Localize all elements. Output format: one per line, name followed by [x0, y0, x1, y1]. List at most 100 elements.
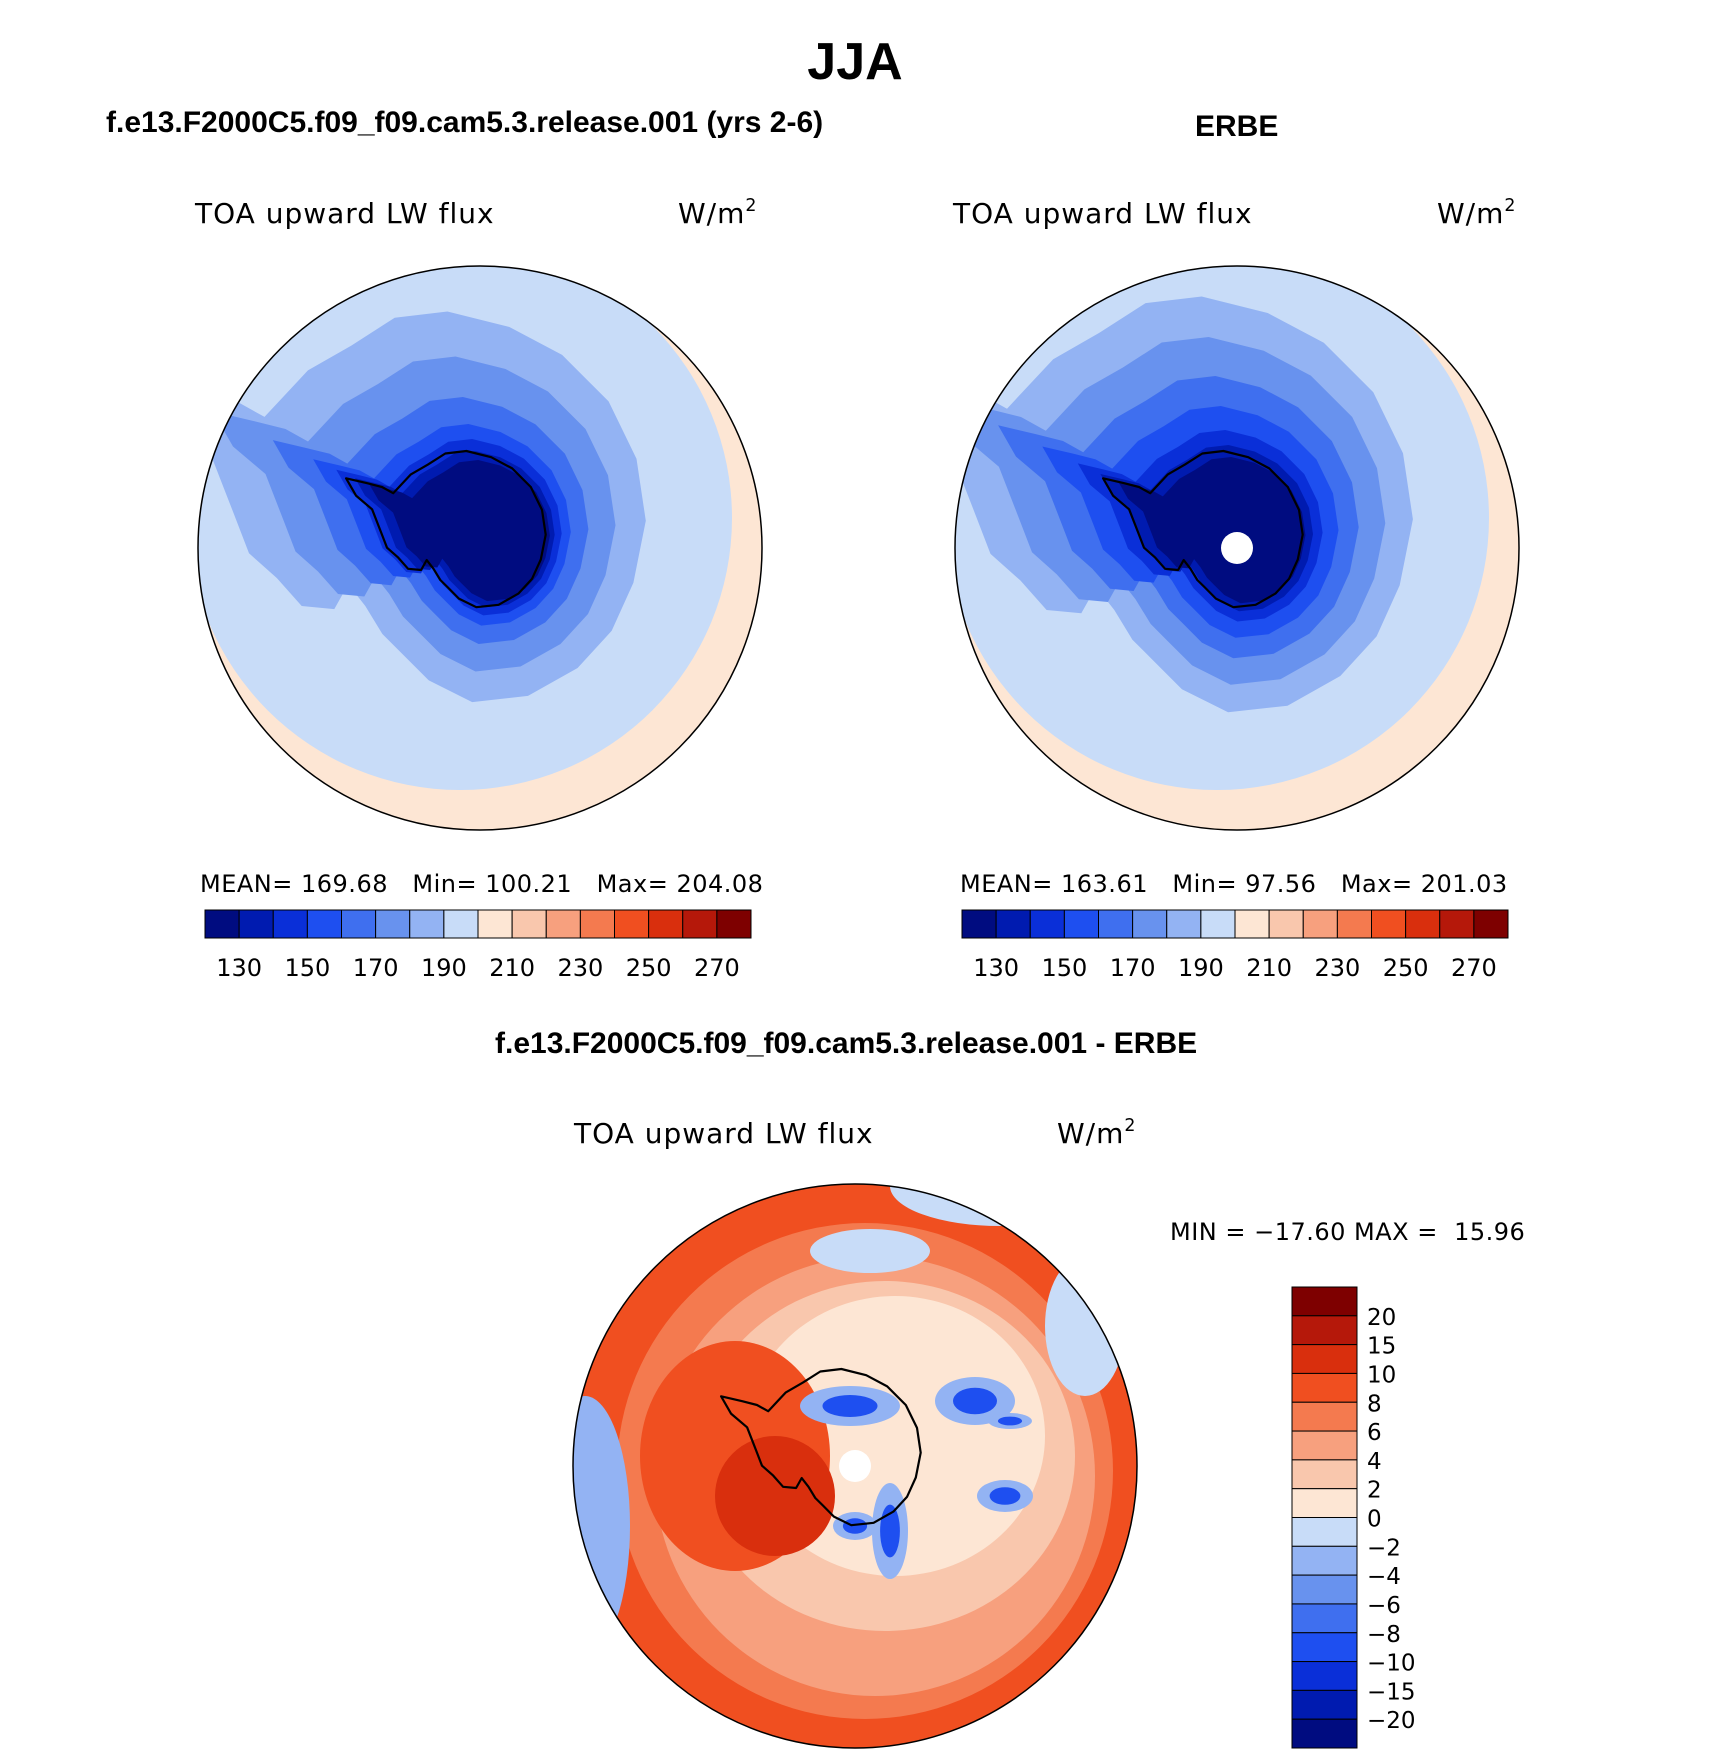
- colorbar-swatch: [1291, 1430, 1358, 1461]
- colorbar-tick-label: 190: [1178, 954, 1224, 982]
- panel-model-header: f.e13.F2000C5.f09_f09.cam5.3.release.001…: [106, 106, 824, 139]
- panel-diff-header: f.e13.F2000C5.f09_f09.cam5.3.release.001…: [495, 1027, 1198, 1060]
- units-exp: 2: [1504, 195, 1517, 216]
- colorbar-tick-label: 0: [1367, 1507, 1382, 1533]
- colorbar-swatch: [1200, 909, 1236, 939]
- colorbar-obs: 130 150 170 190 210 230 250 270: [961, 909, 1509, 982]
- colorbar-tick-label: 230: [1314, 954, 1360, 982]
- mean-label: MEAN=: [960, 870, 1053, 898]
- map-fill: [198, 266, 762, 830]
- map-boundary: [197, 265, 763, 831]
- colorbar-tick-label: 210: [489, 954, 535, 982]
- colorbar-swatch: [477, 909, 513, 939]
- colorbar-tick-label: −2: [1367, 1535, 1401, 1561]
- contour-band: [890, 1184, 1110, 1226]
- contour-band: [997, 1416, 1023, 1426]
- colorbar-tick-label: 170: [353, 954, 399, 982]
- colorbar-swatch: [1336, 909, 1372, 939]
- map-boundary: [572, 1183, 1138, 1749]
- contour-band: [953, 1387, 997, 1415]
- max-value: 204.08: [676, 870, 764, 898]
- colorbar-swatch: [1371, 909, 1407, 939]
- colorbar-swatch: [238, 909, 274, 939]
- panel-obs-header: ERBE: [1195, 110, 1279, 143]
- colorbar-swatch: [1291, 1718, 1358, 1749]
- colorbar-tick-label: 8: [1367, 1391, 1382, 1417]
- colorbar-tick-label: 190: [421, 954, 467, 982]
- colorbar-swatch: [375, 909, 411, 939]
- coastline: [345, 449, 547, 609]
- max-value: 201.03: [1420, 870, 1508, 898]
- colorbar-swatch: [1268, 909, 1304, 939]
- colorbar-swatch: [1291, 1574, 1358, 1605]
- colorbar-swatch: [614, 909, 650, 939]
- colorbar-tick-label: −15: [1367, 1679, 1416, 1705]
- contour-band: [810, 1229, 930, 1273]
- colorbar-tick-label: −20: [1367, 1708, 1416, 1734]
- colorbar-swatch: [1166, 909, 1202, 939]
- units-base: W/m: [1437, 197, 1505, 230]
- colorbar-tick-label: 170: [1110, 954, 1156, 982]
- colorbar-swatch: [306, 909, 342, 939]
- units-base: W/m: [678, 197, 746, 230]
- map-fill: [573, 1184, 1137, 1748]
- colorbar-swatch: [1439, 909, 1475, 939]
- colorbar-swatch: [1132, 909, 1168, 939]
- panel-diff-variable: TOA upward LW flux: [574, 1117, 874, 1150]
- units-exp: 2: [1124, 1115, 1137, 1136]
- max-label: Max=: [1340, 870, 1413, 898]
- colorbar-swatch: [1291, 1459, 1358, 1490]
- colorbar-swatch: [995, 909, 1031, 939]
- colorbar-swatch: [716, 909, 752, 939]
- colorbar-swatch: [545, 909, 581, 939]
- colorbar-swatch: [1291, 1286, 1358, 1317]
- map-diff: [572, 1183, 1138, 1749]
- colorbar-swatch: [204, 909, 240, 939]
- contour-band: [842, 1518, 868, 1534]
- colorbar-swatch: [1473, 909, 1509, 939]
- colorbar-swatch: [409, 909, 445, 939]
- colorbar-tick-label: 4: [1367, 1449, 1382, 1475]
- colorbar-swatch: [1063, 909, 1099, 939]
- colorbar-swatch: [579, 909, 615, 939]
- map-boundary: [954, 265, 1520, 831]
- contour-band: [989, 1487, 1021, 1505]
- panel-obs-variable: TOA upward LW flux: [953, 197, 1253, 230]
- min-value: 97.56: [1245, 870, 1317, 898]
- colorbar-swatch: [682, 909, 718, 939]
- colorbar-swatch: [1291, 1632, 1358, 1663]
- panel-model-variable: TOA upward LW flux: [195, 197, 495, 230]
- max-label: Max=: [596, 870, 669, 898]
- colorbar-tick-label: 150: [284, 954, 330, 982]
- colorbar-tick-label: 10: [1367, 1362, 1396, 1388]
- colorbar-swatch: [1291, 1315, 1358, 1346]
- colorbar-tick-label: −4: [1367, 1564, 1401, 1590]
- colorbar-swatch: [272, 909, 308, 939]
- colorbar-swatch: [1291, 1603, 1358, 1634]
- colorbar-swatch: [443, 909, 479, 939]
- colorbar-tick-label: 230: [557, 954, 603, 982]
- colorbar-tick-label: −8: [1367, 1622, 1401, 1648]
- colorbar-tick-label: 130: [216, 954, 262, 982]
- colorbar-tick-label: 6: [1367, 1420, 1382, 1446]
- min-value: 100.21: [485, 870, 573, 898]
- contour-band: [822, 1395, 878, 1417]
- panel-model-units: W/m2: [678, 197, 757, 230]
- pole-hole: [839, 1450, 871, 1482]
- contour-band: [573, 1396, 630, 1656]
- colorbar-tick-label: 130: [973, 954, 1019, 982]
- colorbar-swatch: [1291, 1488, 1358, 1518]
- colorbar-tick-label: −6: [1367, 1593, 1401, 1619]
- colorbar-tick-label: 210: [1246, 954, 1292, 982]
- colorbar-tick-label: 15: [1367, 1334, 1396, 1360]
- colorbar-tick-label: 270: [1451, 954, 1497, 982]
- panel-obs-stats: MEAN= 163.61 Min= 97.56 Max= 201.03: [960, 870, 1508, 898]
- map-fill: [955, 266, 1519, 830]
- colorbar-tick-label: 20: [1367, 1305, 1396, 1331]
- mean-label: MEAN=: [200, 870, 293, 898]
- contour-band: [1045, 1256, 1125, 1396]
- panel-obs-units: W/m2: [1437, 197, 1516, 230]
- colorbar-swatch: [1291, 1689, 1358, 1720]
- min-label: Min=: [412, 870, 478, 898]
- mean-value: 163.61: [1061, 870, 1148, 898]
